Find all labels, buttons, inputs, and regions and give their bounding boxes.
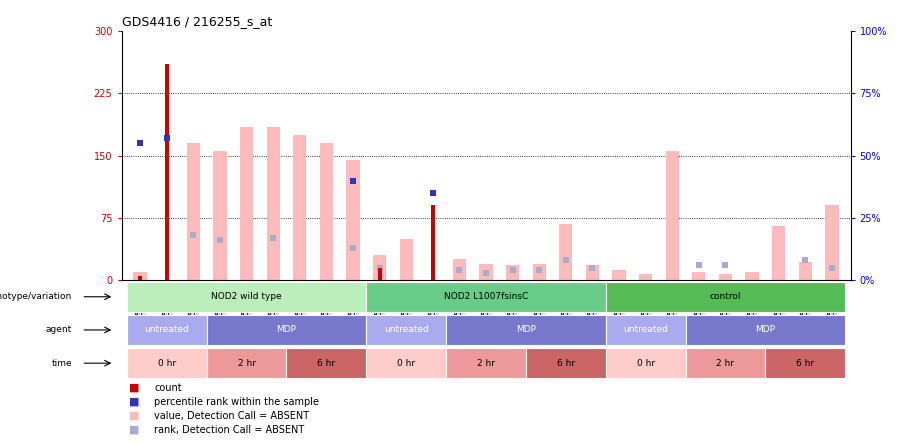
Text: ■: ■ <box>129 424 140 435</box>
Bar <box>266 127 280 280</box>
Bar <box>745 272 759 280</box>
Bar <box>366 348 446 378</box>
Text: MDP: MDP <box>516 325 536 334</box>
Text: rank, Detection Call = ABSENT: rank, Detection Call = ABSENT <box>154 424 304 435</box>
Bar <box>586 265 599 280</box>
Text: MDP: MDP <box>276 325 296 334</box>
Text: agent: agent <box>46 325 72 334</box>
Text: untreated: untreated <box>383 325 428 334</box>
Bar <box>639 274 652 280</box>
Bar <box>772 226 786 280</box>
Bar <box>346 160 360 280</box>
Text: time: time <box>51 359 72 368</box>
Bar <box>127 282 366 312</box>
Bar <box>719 274 732 280</box>
Text: count: count <box>154 383 182 393</box>
Bar <box>606 315 686 345</box>
Bar <box>765 348 845 378</box>
Bar <box>286 348 366 378</box>
Bar <box>606 282 845 312</box>
Bar <box>400 238 413 280</box>
Bar <box>366 315 446 345</box>
Bar <box>366 282 606 312</box>
Bar <box>533 264 546 280</box>
Bar <box>127 348 207 378</box>
Text: untreated: untreated <box>144 325 189 334</box>
Bar <box>138 276 142 280</box>
Bar <box>692 272 706 280</box>
Text: genotype/variation: genotype/variation <box>0 292 72 301</box>
Bar <box>373 255 386 280</box>
Bar <box>446 315 606 345</box>
Bar <box>378 268 382 280</box>
Text: 6 hr: 6 hr <box>318 359 336 368</box>
Text: ■: ■ <box>129 397 140 407</box>
Bar <box>526 348 606 378</box>
Bar <box>207 348 286 378</box>
Text: NOD2 L1007fsinsC: NOD2 L1007fsinsC <box>444 292 528 301</box>
Text: 6 hr: 6 hr <box>557 359 575 368</box>
Bar <box>612 270 625 280</box>
Text: ■: ■ <box>129 411 140 421</box>
Bar <box>686 348 765 378</box>
Bar <box>240 127 253 280</box>
Text: control: control <box>710 292 742 301</box>
Bar <box>186 143 200 280</box>
Text: untreated: untreated <box>624 325 668 334</box>
Bar <box>825 206 839 280</box>
Bar <box>666 151 679 280</box>
Bar <box>559 224 572 280</box>
Text: NOD2 wild type: NOD2 wild type <box>212 292 282 301</box>
Bar <box>213 151 227 280</box>
Bar <box>293 135 306 280</box>
Text: 0 hr: 0 hr <box>636 359 654 368</box>
Text: GDS4416 / 216255_s_at: GDS4416 / 216255_s_at <box>122 16 272 28</box>
Text: 0 hr: 0 hr <box>158 359 176 368</box>
Bar <box>207 315 366 345</box>
Text: 2 hr: 2 hr <box>716 359 734 368</box>
Text: 2 hr: 2 hr <box>477 359 495 368</box>
Bar <box>798 262 812 280</box>
Bar <box>127 315 207 345</box>
Bar <box>133 272 147 280</box>
Bar <box>453 259 466 280</box>
Bar <box>480 264 492 280</box>
Text: percentile rank within the sample: percentile rank within the sample <box>154 397 320 407</box>
Bar <box>320 143 333 280</box>
Bar <box>606 348 686 378</box>
Text: 6 hr: 6 hr <box>796 359 814 368</box>
Text: 2 hr: 2 hr <box>238 359 256 368</box>
Bar <box>446 348 526 378</box>
Bar <box>686 315 845 345</box>
Text: 0 hr: 0 hr <box>397 359 415 368</box>
Bar <box>506 265 519 280</box>
Text: value, Detection Call = ABSENT: value, Detection Call = ABSENT <box>154 411 310 421</box>
Bar <box>431 206 435 280</box>
Text: MDP: MDP <box>755 325 776 334</box>
Bar <box>165 64 168 280</box>
Text: ■: ■ <box>129 383 140 393</box>
